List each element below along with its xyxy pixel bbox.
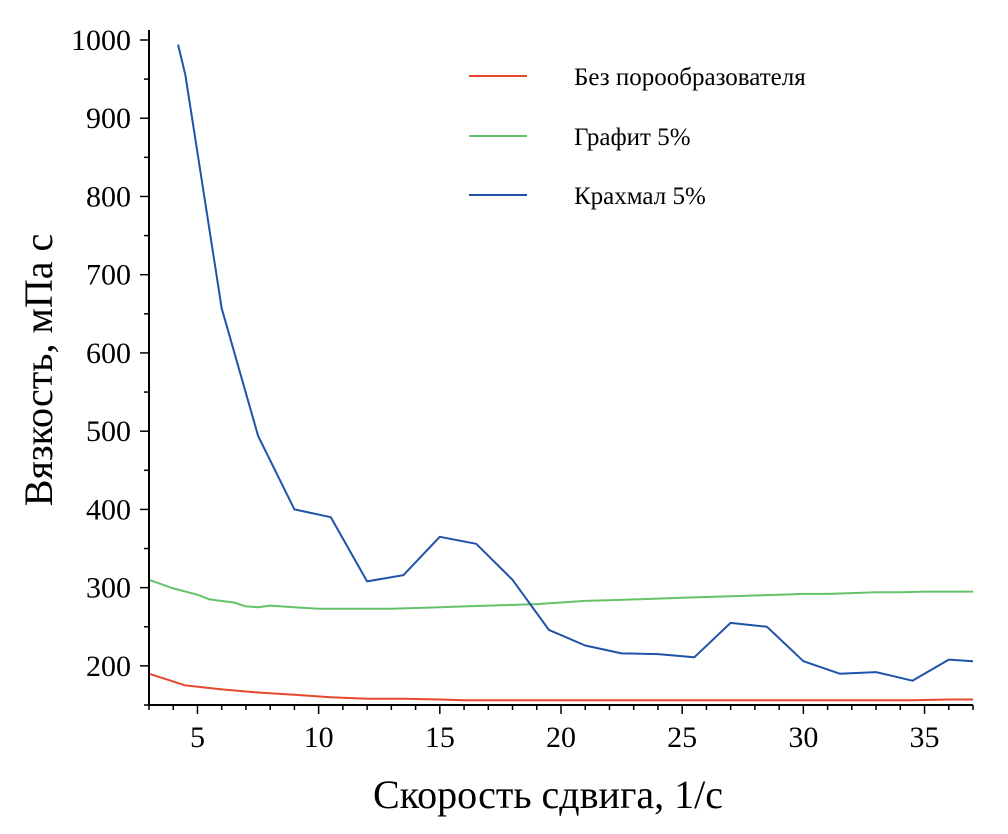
x-axis-ticks: 5 10 15 20 25 30 35 bbox=[148, 705, 974, 754]
legend-label-no-foaming-agent: Без порообразователя bbox=[574, 64, 806, 91]
y-tick-label: 300 bbox=[86, 572, 131, 605]
x-tick-label: 20 bbox=[546, 721, 576, 754]
axes bbox=[148, 30, 973, 706]
x-tick-label: 15 bbox=[425, 721, 455, 754]
y-tick-label: 200 bbox=[86, 650, 131, 683]
y-tick-label: 700 bbox=[86, 259, 131, 292]
legend-label-graphite-5: Графит 5% bbox=[574, 124, 691, 151]
y-tick-label: 600 bbox=[86, 337, 131, 370]
series-line-no-foaming-agent bbox=[149, 672, 973, 702]
y-tick-label: 500 bbox=[86, 415, 131, 448]
y-tick-label: 900 bbox=[86, 102, 131, 135]
x-tick-label: 30 bbox=[788, 721, 818, 754]
y-tick-label: 1000 bbox=[71, 24, 131, 57]
y-axis-ticks: 200 300 400 500 600 700 800 900 1000 bbox=[71, 24, 149, 706]
x-tick-label: 5 bbox=[190, 721, 205, 754]
x-tick-label: 10 bbox=[304, 721, 334, 754]
series-line-graphite-5 bbox=[149, 578, 973, 610]
series-line-starch-5 bbox=[177, 44, 973, 682]
legend: Без порообразователя Графит 5% Крахмал 5% bbox=[469, 64, 806, 210]
legend-label-starch-5: Крахмал 5% bbox=[574, 183, 706, 210]
y-tick-label: 800 bbox=[86, 180, 131, 213]
series-layer bbox=[149, 44, 973, 702]
y-tick-label: 400 bbox=[86, 493, 131, 526]
x-tick-label: 25 bbox=[667, 721, 697, 754]
y-axis-title: Вязкость, мПа с bbox=[16, 234, 61, 506]
x-tick-label: 35 bbox=[910, 721, 940, 754]
x-axis-title: Скорость сдвига, 1/с bbox=[373, 772, 723, 817]
